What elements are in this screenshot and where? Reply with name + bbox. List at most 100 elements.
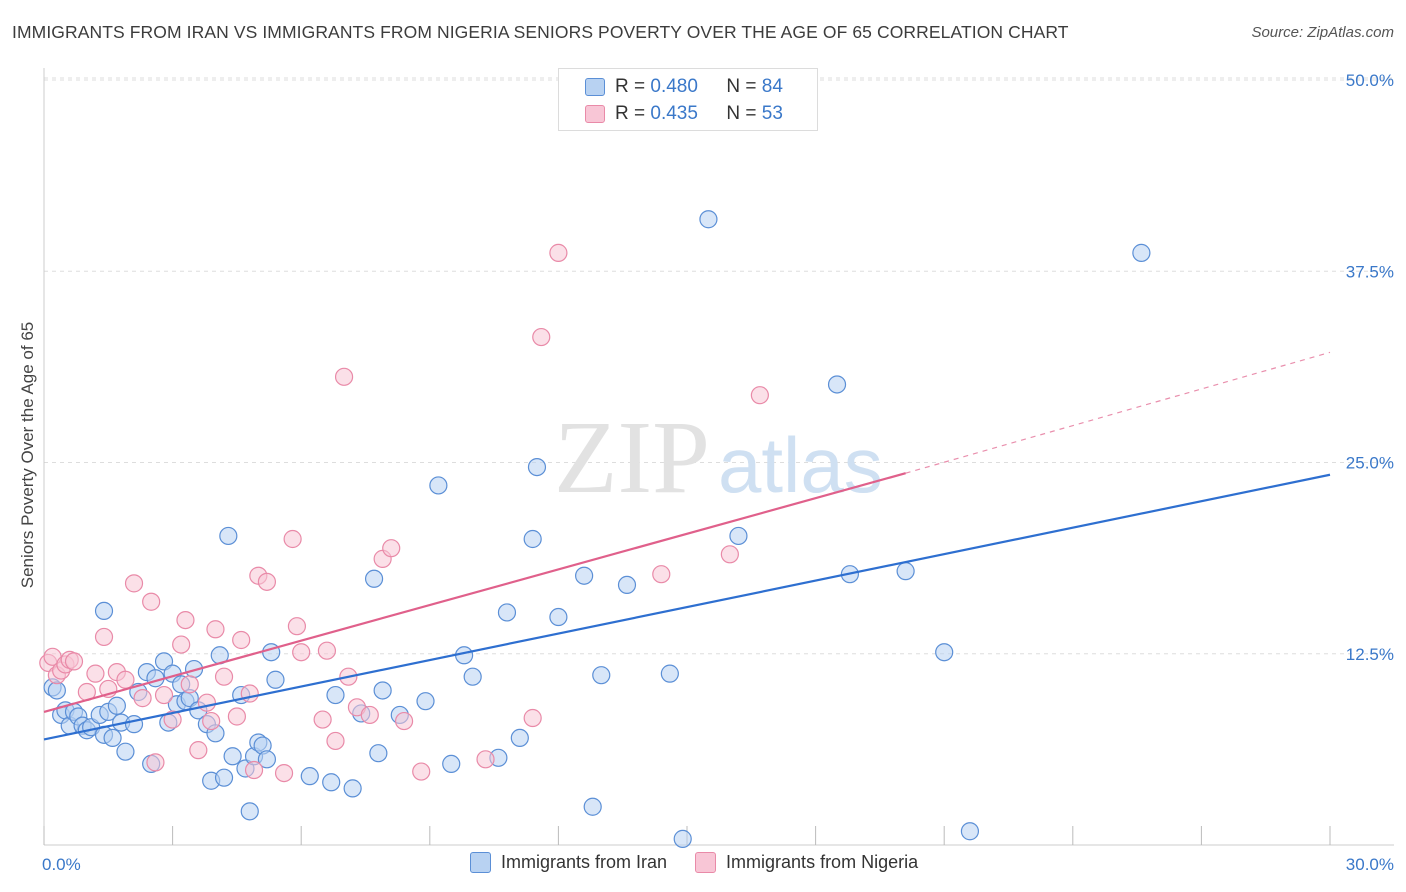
iran-point [523, 529, 542, 549]
iran-point [364, 569, 384, 588]
iran-point [673, 829, 692, 848]
tick-labels: 12.5% 25.0% 37.5% 50.0% 0.0% 30.0% [42, 71, 1394, 874]
iran-point [592, 666, 611, 685]
nigeria-point [163, 710, 182, 729]
iran-point [219, 526, 238, 546]
watermark-atlas: atlas [718, 421, 883, 509]
series-legend: Immigrants from Iran Immigrants from Nig… [470, 852, 946, 873]
iran-point [575, 566, 594, 585]
nigeria-point [313, 710, 332, 729]
nigeria-r-value: 0.435 [650, 103, 698, 124]
nigeria-point [146, 753, 165, 772]
nigeria-point [64, 652, 84, 671]
nigeria-point [86, 664, 105, 683]
nigeria-point [394, 711, 414, 731]
nigeria-point [154, 685, 174, 705]
iran-point [124, 715, 144, 734]
nigeria-trend-line [43, 472, 906, 713]
watermark: ZIP atlas [554, 400, 883, 515]
iran-point [935, 643, 954, 662]
nigeria-point [326, 731, 345, 751]
iran-point [729, 526, 748, 546]
chart-title: IMMIGRANTS FROM IRAN VS IMMIGRANTS FROM … [12, 22, 1069, 42]
y-tick-label: 37.5% [1346, 262, 1394, 281]
x-tick-label: 0.0% [42, 855, 81, 874]
legend-row-iran: R = 0.480 N = 84 [585, 75, 783, 99]
nigeria-point [180, 675, 199, 694]
iran-point [1132, 243, 1151, 262]
iran-point [429, 476, 448, 495]
iran-point [47, 681, 66, 700]
iran-point [116, 742, 135, 761]
iran-point [896, 562, 915, 581]
grid-lines [44, 77, 1394, 655]
nigeria-point [274, 763, 294, 783]
nigeria-point [532, 327, 551, 347]
legend-item-nigeria[interactable]: Immigrants from Nigeria [695, 852, 918, 873]
nigeria-point [549, 243, 568, 262]
source-label: Source: ZipAtlas.com [1251, 24, 1394, 41]
nigeria-point [360, 705, 379, 725]
nigeria-point [133, 689, 152, 708]
nigeria-point [244, 760, 264, 780]
iran-point [214, 768, 234, 787]
iran-point [827, 375, 847, 394]
iran-point [369, 744, 388, 763]
iran-point [107, 696, 126, 715]
iran-legend-swatch [470, 852, 491, 873]
nigeria-point [202, 711, 221, 731]
axes [43, 68, 1394, 846]
iran-r-label: R = [615, 76, 646, 97]
nigeria-point [227, 707, 246, 726]
nigeria-n-value: 53 [761, 103, 783, 124]
nigeria-point [292, 643, 311, 662]
trend-lines [43, 351, 1331, 741]
iran-point [240, 802, 259, 821]
nigeria-point [142, 592, 161, 611]
nigeria-r-label: R = [615, 103, 646, 124]
iran-point [442, 754, 461, 774]
nigeria-point [523, 708, 542, 728]
iran-point [583, 797, 602, 816]
iran-point [660, 664, 679, 683]
correlation-legend: R = 0.480 N = 84 R = 0.435 N = 53 [558, 68, 818, 131]
nigeria-point [287, 617, 307, 636]
iran-point [223, 747, 242, 766]
legend-item-iran[interactable]: Immigrants from Iran [470, 852, 667, 873]
nigeria-point [720, 545, 739, 564]
iran-point [617, 575, 637, 595]
nigeria-point [116, 670, 135, 689]
nigeria-legend-label: Immigrants from Nigeria [726, 852, 919, 872]
nigeria-point [412, 762, 431, 781]
iran-point [699, 210, 718, 229]
nigeria-point [257, 572, 277, 591]
y-axis-label: Seniors Poverty Over the Age of 65 [18, 321, 37, 589]
nigeria-legend-swatch [695, 852, 717, 873]
nigeria-point [476, 750, 495, 769]
iran-n-label: N = [726, 76, 757, 97]
iran-n-value: 84 [761, 76, 783, 97]
iran-point [960, 822, 980, 841]
iran-point [266, 670, 285, 689]
iran-point [549, 607, 568, 627]
nigeria-point [382, 539, 401, 558]
nigeria-trend-extension [905, 351, 1331, 474]
iran-point [103, 728, 122, 748]
nigeria-point [206, 620, 225, 639]
nigeria-point [189, 741, 208, 760]
iran-point [463, 667, 482, 686]
iran-point [527, 457, 547, 477]
iran-point [322, 773, 341, 792]
nigeria-point [750, 386, 769, 405]
data-points [39, 210, 1151, 848]
nigeria-point [197, 693, 216, 712]
nigeria-point [283, 529, 302, 549]
y-tick-label: 25.0% [1346, 454, 1394, 473]
legend-row-nigeria: R = 0.435 N = 53 [585, 102, 783, 126]
x-tick-label: 30.0% [1346, 855, 1394, 874]
iran-swatch [585, 78, 605, 96]
iran-legend-label: Immigrants from Iran [501, 852, 668, 872]
y-tick-label: 50.0% [1346, 71, 1394, 90]
nigeria-point [124, 574, 144, 593]
